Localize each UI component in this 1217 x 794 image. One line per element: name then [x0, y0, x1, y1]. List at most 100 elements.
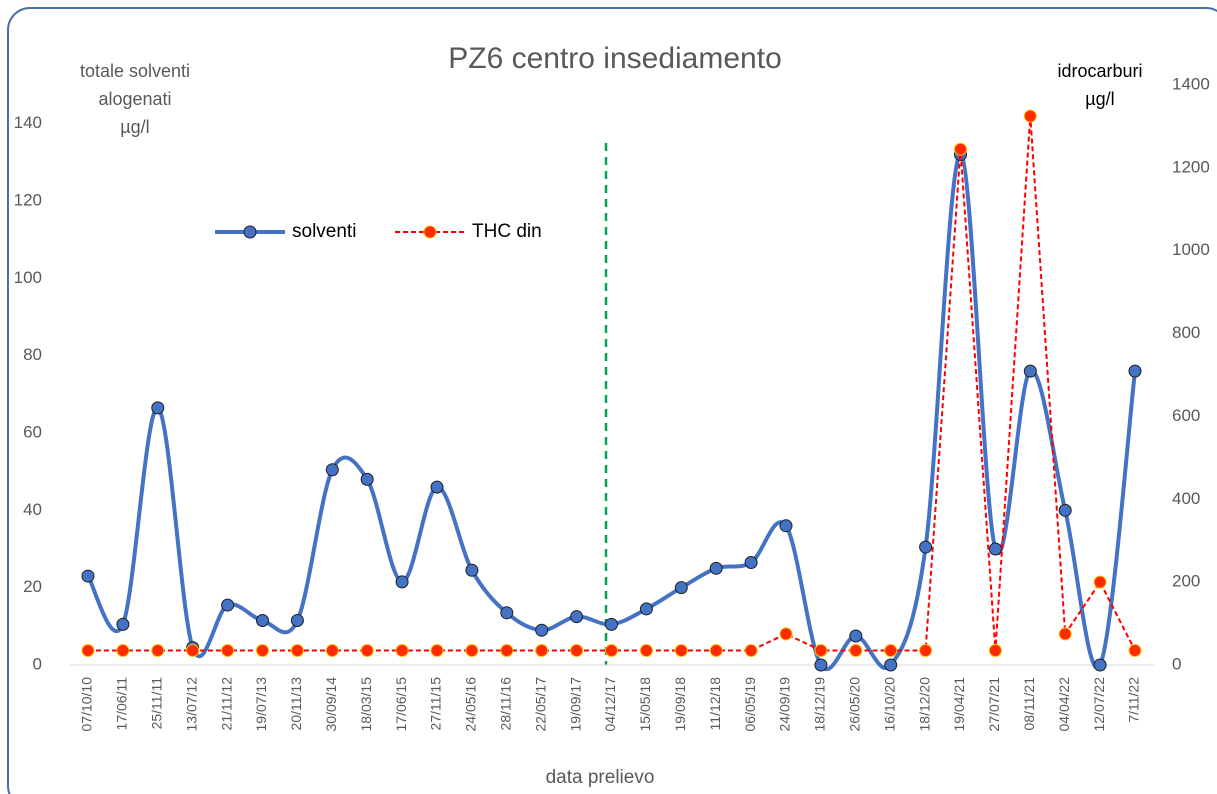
series-marker: [1128, 364, 1142, 378]
y-tick-label: 60: [23, 422, 42, 441]
y2-tick-label: 0: [1172, 654, 1181, 673]
x-tick-label: 18/12/19: [812, 677, 828, 732]
series-marker: [1058, 503, 1072, 517]
series-marker: [186, 644, 200, 657]
x-tick-label: 04/04/22: [1056, 677, 1072, 732]
x-tick-label: 13/07/12: [183, 677, 199, 732]
x-tick-label: 24/05/16: [463, 677, 479, 732]
series-marker: [605, 617, 618, 631]
series-marker: [884, 658, 898, 672]
y2-axis-title: µg/l: [1085, 89, 1114, 109]
series-marker: [465, 644, 479, 657]
y-tick-label: 80: [23, 345, 42, 364]
x-tick-label: 7/11/22: [1126, 677, 1142, 723]
series-marker: [221, 644, 235, 657]
legend-marker: [243, 225, 257, 239]
series-marker: [779, 519, 793, 533]
x-tick-label: 20/11/13: [288, 677, 304, 731]
series-marker: [500, 644, 514, 657]
series-marker: [256, 644, 269, 657]
x-tick-label: 06/05/19: [742, 677, 758, 732]
series-marker: [151, 401, 165, 415]
y2-tick-label: 1400: [1172, 74, 1210, 93]
series-marker: [1023, 364, 1037, 378]
x-tick-label: 27/11/15: [428, 677, 444, 731]
series-marker: [744, 556, 758, 570]
legend-marker: [423, 225, 437, 239]
series-marker: [325, 644, 339, 657]
x-tick-label: 27/07/21: [986, 677, 1002, 732]
series-marker: [290, 614, 304, 628]
legend-label: THC din: [472, 221, 542, 242]
series-marker: [290, 644, 304, 657]
series-marker: [256, 614, 269, 628]
series-marker: [151, 644, 165, 657]
series-marker: [500, 606, 514, 620]
y-axis-title: alogenati: [98, 89, 171, 109]
series-marker: [919, 644, 933, 657]
y-tick-label: 120: [14, 190, 42, 209]
series-marker: [744, 644, 758, 657]
series-marker: [1023, 109, 1037, 123]
y-axis-title: µg/l: [120, 117, 149, 137]
series-marker: [814, 644, 828, 657]
y2-tick-label: 600: [1172, 406, 1200, 425]
x-tick-label: 08/11/21: [1021, 677, 1037, 731]
series-marker: [395, 644, 409, 657]
series-marker: [535, 623, 549, 637]
series-marker: [1093, 575, 1107, 589]
series-marker: [919, 540, 933, 554]
series-marker: [639, 644, 653, 657]
x-tick-label: 17/06/11: [114, 677, 130, 731]
series-marker: [884, 644, 898, 657]
y-tick-label: 0: [33, 654, 42, 673]
y2-tick-label: 400: [1172, 489, 1200, 508]
x-tick-label: 15/05/18: [637, 677, 653, 732]
x-tick-label: 16/10/20: [881, 677, 897, 732]
y-tick-label: 140: [14, 113, 42, 132]
x-tick-label: 17/06/15: [393, 677, 409, 732]
series-marker: [360, 472, 374, 486]
x-tick-label: 11/12/18: [707, 677, 723, 731]
series-marker: [709, 561, 723, 575]
x-tick-label: 21/11/12: [218, 677, 234, 731]
series-marker: [116, 644, 130, 657]
x-tick-label: 19/07/13: [253, 677, 269, 732]
series-marker: [779, 627, 793, 641]
x-tick-label: 30/09/14: [323, 677, 339, 732]
chart-frame: [7, 7, 1217, 794]
y2-tick-label: 800: [1172, 323, 1200, 342]
series-marker: [116, 617, 130, 631]
x-axis-title: data prelievo: [546, 767, 655, 788]
y2-tick-label: 1000: [1172, 240, 1210, 259]
series-marker: [954, 142, 967, 156]
series-marker: [81, 569, 95, 583]
series-marker: [988, 644, 1002, 657]
y-axis-title: totale solventi: [80, 61, 190, 81]
x-tick-label: 19/09/17: [567, 677, 583, 732]
series-marker: [430, 480, 444, 494]
x-tick-label: 07/10/10: [79, 677, 95, 732]
x-tick-label: 12/07/22: [1091, 677, 1107, 732]
series-marker: [1093, 658, 1107, 672]
series-marker: [709, 644, 723, 657]
x-tick-label: 25/11/11: [149, 677, 165, 730]
series-marker: [465, 563, 479, 577]
series-marker: [535, 644, 549, 657]
series-marker: [221, 598, 235, 612]
series-marker: [639, 602, 653, 616]
legend-label: solventi: [292, 221, 356, 242]
series-marker: [1058, 627, 1072, 641]
series-marker: [570, 610, 584, 624]
series-marker: [674, 644, 688, 657]
x-tick-label: 04/12/17: [602, 677, 618, 732]
series-marker: [570, 644, 584, 657]
x-tick-label: 22/05/17: [532, 677, 548, 732]
chart-title: PZ6 centro insediamento: [448, 42, 782, 75]
x-tick-label: 24/09/19: [777, 677, 793, 732]
x-tick-label: 28/11/16: [498, 677, 514, 731]
x-tick-label: 18/12/20: [916, 677, 932, 732]
series-marker: [81, 644, 95, 657]
series-marker: [674, 581, 688, 595]
